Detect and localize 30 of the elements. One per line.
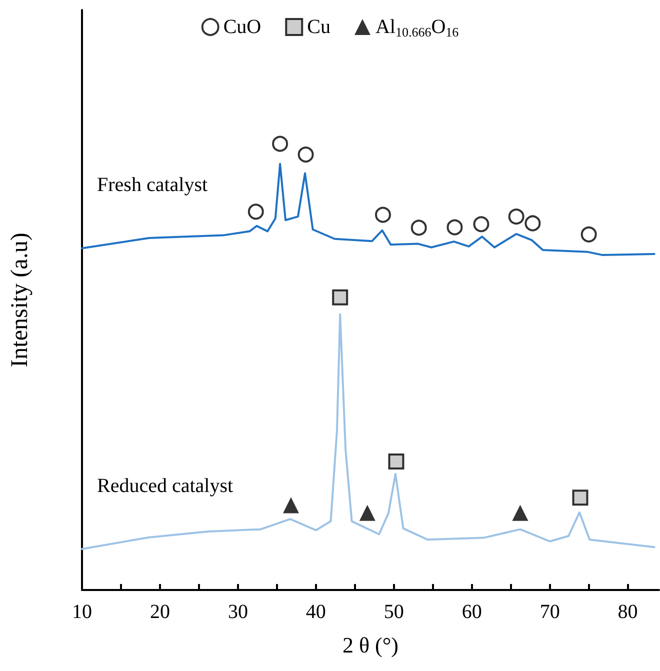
point [512,504,528,521]
point [508,208,524,225]
x-axis-title: 2 θ (°) [342,632,398,658]
legend-label: CuO [223,16,262,38]
y-axis-title: Intensity (a.u) [7,232,33,368]
point [359,504,376,521]
point [298,146,314,163]
point [580,226,597,242]
x-tick-label: 10 [72,601,92,623]
point [572,490,588,506]
x-tick-label: 50 [384,601,404,623]
point [272,136,288,152]
legend-label: Cu [307,16,330,38]
point [524,215,541,232]
x-tick-label: 30 [228,601,248,623]
point [282,497,299,514]
point [332,289,348,306]
x-tick-label: 20 [150,601,170,623]
x-tick-label: 40 [306,601,326,623]
x-tick-label: 70 [540,601,560,623]
point [473,216,490,232]
x-tick-label: 60 [462,601,482,623]
point [388,454,404,470]
point [410,220,427,236]
point [248,204,264,220]
point [446,219,463,236]
x-tick-label: 80 [618,601,638,623]
annotation: Fresh catalyst [97,174,208,196]
annotation: Reduced catalyst [97,474,234,497]
point [374,206,391,223]
